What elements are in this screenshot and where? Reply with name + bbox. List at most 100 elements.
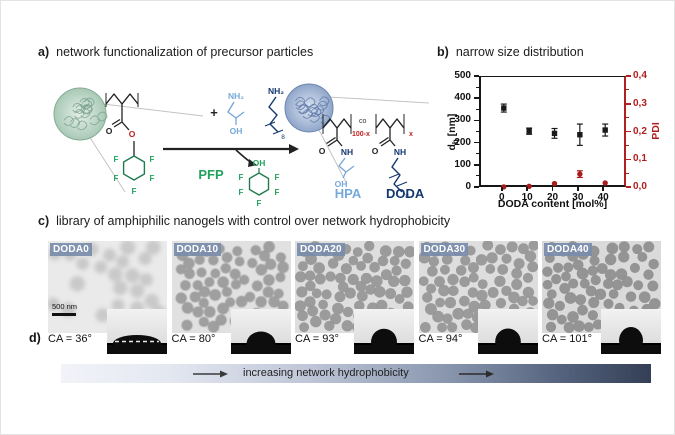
water-droplet-photo [107,335,167,354]
doda-amine-label: NH₂ [268,86,284,96]
carbonyl-o: O [106,126,113,136]
pdi-tick-label: 0,2 [633,125,647,137]
axis-tick [474,164,479,166]
amide-nh: NH [341,147,353,157]
panel-d-letter: d) [29,331,41,345]
fluorine-label: F [275,188,280,197]
fluorine-label: F [275,173,280,182]
panel-b-letter: b) [437,45,449,59]
hydrophobicity-gradient-bar: increasing network hydrophobicity [61,364,651,383]
gradient-bar-label: increasing network hydrophobicity [243,367,409,379]
axis-minor-tick [476,108,479,110]
axis-tick [577,187,579,191]
panel-c-title: library of amphiphilic nanogels with con… [56,214,451,228]
y-tick-label: 300 [454,114,471,126]
byproduct-arrow-head [248,159,257,167]
droplet-shape [246,331,275,354]
axis-tick [551,187,554,191]
pdi-tick-label: 0,0 [633,181,647,192]
water-droplet-photo [230,331,291,354]
droplet-shape [113,335,161,352]
tem-panel-doda40: DODA40 [542,241,661,354]
fraction-x-label: x [409,131,413,138]
axis-tick [474,186,479,188]
hpa-oh-label: OH [335,179,348,189]
arrow-right-icon [193,370,228,378]
water-droplet-photo [601,326,661,354]
hpa-label: HPA [335,186,362,201]
tem-panel-doda20: DODA20 [295,241,414,354]
pdi-tick-label: 0,1 [633,153,647,165]
dh-data-point [602,127,608,133]
chain-repeat-8: 8 [405,193,409,200]
fluorine-label: F [114,174,119,183]
reaction-arrow-head [289,144,299,154]
pdi-tick-label: 0,3 [633,97,647,109]
panel-c-letter: c) [38,214,50,228]
droplet-shape [371,328,397,354]
panel-c-heading: c) library of amphiphilic nanogels with c… [38,214,450,228]
panel-b-title: narrow size distribution [455,45,584,59]
axis-tick [526,187,528,191]
axis-tick [626,186,631,188]
phenol-oh-label: OH [253,158,266,168]
tem-label-chip: DODA40 [544,243,592,256]
panel-b-heading: b) narrow size distribution [437,45,584,59]
x-tick-label: 0 [499,192,505,203]
axis-minor-tick [476,153,479,155]
axis-tick [626,103,631,105]
dh-data-point [577,132,583,138]
fraction-100-x-label: 100-x [352,131,370,138]
pdi-data-point [551,180,558,187]
axis-minor-tick [626,117,629,119]
amide-nh: NH [394,147,406,157]
droplet-shape [619,326,643,354]
ca-value-doda40: CA = 101° [542,333,592,345]
tem-label-chip: DODA0 [50,243,93,256]
scale-bar-line [52,313,76,316]
axis-tick [474,75,479,77]
y-tick-label: 400 [454,92,471,104]
panel-a-letter: a) [38,45,50,59]
ca-value-doda0: CA = 36° [48,333,92,345]
contact-angle-inset [354,309,414,354]
x-tick-label: 30 [572,192,584,203]
pfp-label: PFP [198,167,224,182]
axis-tick [626,158,631,160]
fluorine-label: F [257,199,262,208]
contact-angle-inset [601,309,661,354]
ester-o: O [129,129,136,139]
tem-label-chip: DODA20 [297,243,345,256]
tem-panel-doda0: DODA0 500 nm [48,241,167,354]
tem-label-chip: DODA10 [173,243,222,256]
plus-sign: + [210,105,218,120]
hpa-oh-label: OH [230,126,243,136]
nanogel-particle [53,87,107,141]
pdi-data-point [577,171,583,177]
axis-tick [626,130,631,133]
axis-minor-tick [476,131,479,132]
amide-o: O [372,146,379,156]
fluorine-label: F [150,155,155,164]
axis-tick [626,75,631,77]
droplet-shape [494,328,521,354]
y-tick-label: 200 [454,136,471,148]
copolymer-co-label: co [359,118,367,125]
panel-a-heading: a) network functionalization of precursor… [38,45,313,59]
y-tick-label: 100 [454,158,471,170]
fluorine-label: F [150,174,155,183]
amide-o: O [319,146,326,156]
water-droplet-photo [477,328,538,354]
hpa-amine-label: NH₂ [228,91,244,101]
arrow-right-icon [459,370,494,378]
axis-tick [474,141,479,144]
ca-value-doda20: CA = 93° [295,333,339,345]
axis-minor-tick [626,144,629,146]
y-tick-label: 500 [454,70,471,81]
axis-tick [602,187,604,191]
fluorine-label: F [239,188,244,197]
axis-minor-tick [626,172,629,174]
pdi-data-point [602,180,608,186]
